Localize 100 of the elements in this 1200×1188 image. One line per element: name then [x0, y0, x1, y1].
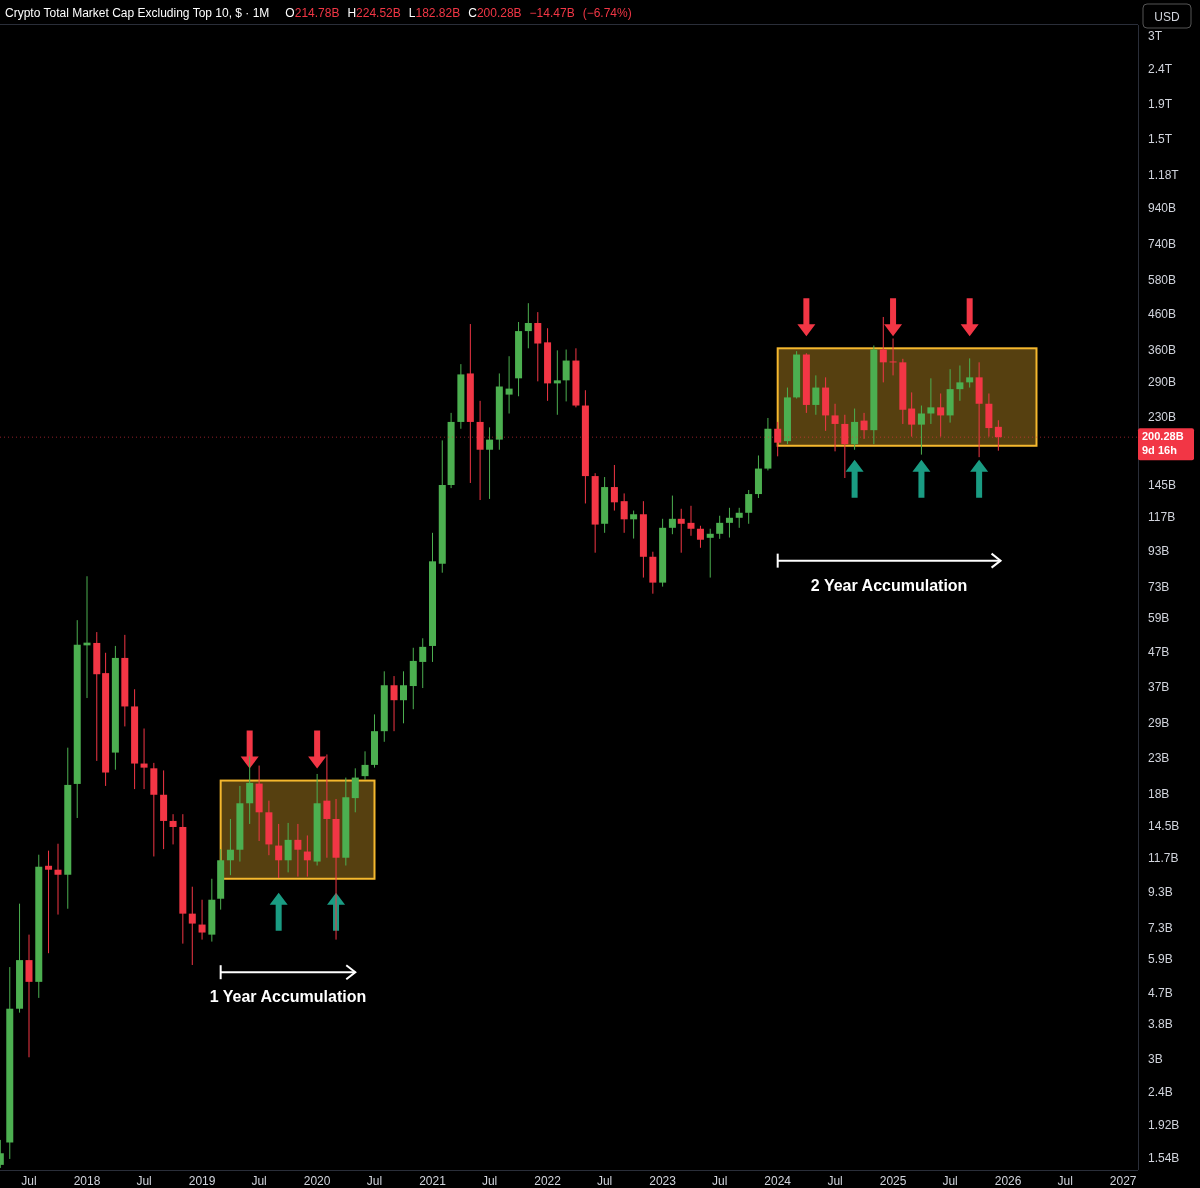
chart-title: Crypto Total Market Cap Excluding Top 10, $ · 1M [5, 6, 270, 20]
candlestick [917, 405, 925, 456]
candlestick [812, 374, 820, 416]
x-tick-label: Jul [712, 1174, 728, 1188]
candlestick [562, 349, 570, 402]
x-tick-label: 2023 [649, 1174, 677, 1188]
candlestick [524, 302, 532, 349]
candlestick [351, 767, 359, 813]
y-tick-label: 3B [1148, 1052, 1163, 1067]
candlestick [687, 505, 695, 537]
candlestick [553, 349, 561, 416]
y-tick-label: 3T [1148, 29, 1163, 44]
candlestick [140, 728, 148, 790]
y-tick-label: 145B [1148, 478, 1177, 492]
annotation: 1 Year Accumulation [209, 988, 367, 1006]
y-tick-label: 14.5B [1148, 818, 1180, 833]
x-tick-label: 2020 [303, 1174, 331, 1188]
candlestick [534, 311, 542, 382]
x-tick-label: Jul [251, 1174, 267, 1188]
x-tick-label: 2019 [188, 1174, 216, 1188]
candlestick [994, 419, 1002, 452]
x-tick-label: 2022 [534, 1174, 562, 1188]
candlestick [630, 510, 638, 540]
y-tick-label: 18B [1148, 786, 1170, 801]
x-tick-label: Jul [481, 1174, 498, 1188]
candlestick [169, 813, 177, 845]
candlestick [25, 934, 33, 1058]
candlestick [226, 818, 234, 876]
candlestick [706, 528, 714, 579]
x-tick-label: 2026 [994, 1174, 1022, 1188]
y-tick-label: 2.4B [1148, 1085, 1173, 1100]
candlestick [774, 421, 782, 457]
ref-line-label: 200.28B 9d 16h [1142, 430, 1184, 457]
candlestick [696, 525, 704, 549]
y-tick-label: 580B [1148, 272, 1177, 287]
y-tick-label: 47B [1148, 644, 1170, 659]
candlestick [677, 508, 685, 554]
x-tick-label: Jul [136, 1174, 152, 1188]
y-tick-label: 360B [1148, 343, 1177, 358]
candlestick [246, 755, 254, 825]
y-tick-label: 73B [1148, 579, 1170, 594]
candlestick [323, 753, 331, 859]
candlestick [419, 637, 427, 689]
candlestick [54, 843, 62, 916]
candlestick [956, 364, 964, 402]
candlestick [275, 823, 283, 879]
candlestick [879, 316, 887, 383]
candlestick [486, 426, 494, 500]
x-tick-label: Jul [596, 1174, 613, 1188]
candlestick [735, 507, 743, 529]
y-tick-label: 1.92B [1148, 1118, 1180, 1133]
text: O214.78B H224.52B L182.82B C200.28B −14.47B (−6.74%) [285, 6, 632, 20]
candlestick [505, 355, 513, 415]
candlestick [400, 670, 407, 724]
candlestick [841, 414, 849, 479]
candlestick [908, 391, 916, 438]
candlestick [860, 412, 868, 440]
y-tick-label: 460B [1148, 307, 1177, 322]
y-tick-label: 290B [1148, 375, 1177, 390]
y-tick-label: 1.9T [1148, 97, 1173, 112]
candlestick [668, 495, 676, 535]
candlestick [294, 823, 302, 878]
annotation: 2 Year Accumulation [810, 576, 968, 594]
x-tick-label: Jul [21, 1174, 37, 1188]
y-tick-label: 117B [1148, 509, 1176, 524]
y-axis-title: USD [1154, 10, 1180, 24]
y-tick-label: 1.5T [1148, 132, 1173, 147]
candlestick [303, 834, 311, 878]
candlestick [45, 850, 53, 954]
y-tick-label: 1.54B [1148, 1150, 1180, 1165]
y-tick-label: 7.3B [1148, 920, 1173, 935]
x-tick-label: Jul [366, 1174, 383, 1188]
y-tick-label: 93B [1148, 543, 1170, 558]
y-tick-label: 230B [1148, 409, 1177, 424]
x-tick-label: 2021 [419, 1174, 447, 1188]
candlestick [831, 403, 839, 452]
x-tick-label: 2025 [879, 1174, 907, 1188]
candlestick [745, 489, 753, 525]
y-tick-label: 4.7B [1148, 985, 1173, 1000]
candlestick [725, 507, 733, 539]
candlestick [390, 675, 398, 732]
candlestick [937, 393, 945, 438]
x-tick-label: 2024 [764, 1174, 792, 1188]
candlestick [188, 886, 196, 966]
y-tick-label: 740B [1148, 236, 1177, 251]
candlestick [361, 750, 369, 781]
y-tick-label: 23B [1148, 750, 1170, 765]
x-tick-label: Jul [1057, 1174, 1073, 1188]
candlestick [716, 515, 724, 540]
y-tick-label: 29B [1148, 716, 1170, 731]
x-tick-label: 2027 [1109, 1174, 1137, 1188]
candlestick [284, 822, 292, 873]
candlestick [198, 899, 206, 941]
y-tick-label: 2.4T [1148, 62, 1173, 77]
x-tick-label: 2018 [73, 1174, 101, 1188]
y-tick-label: 5.9B [1148, 952, 1173, 967]
y-tick-label: 59B [1148, 611, 1170, 626]
y-tick-label: 940B [1148, 201, 1177, 216]
x-tick-label: Jul [942, 1174, 958, 1188]
y-tick-label: 1.18T [1148, 167, 1180, 182]
